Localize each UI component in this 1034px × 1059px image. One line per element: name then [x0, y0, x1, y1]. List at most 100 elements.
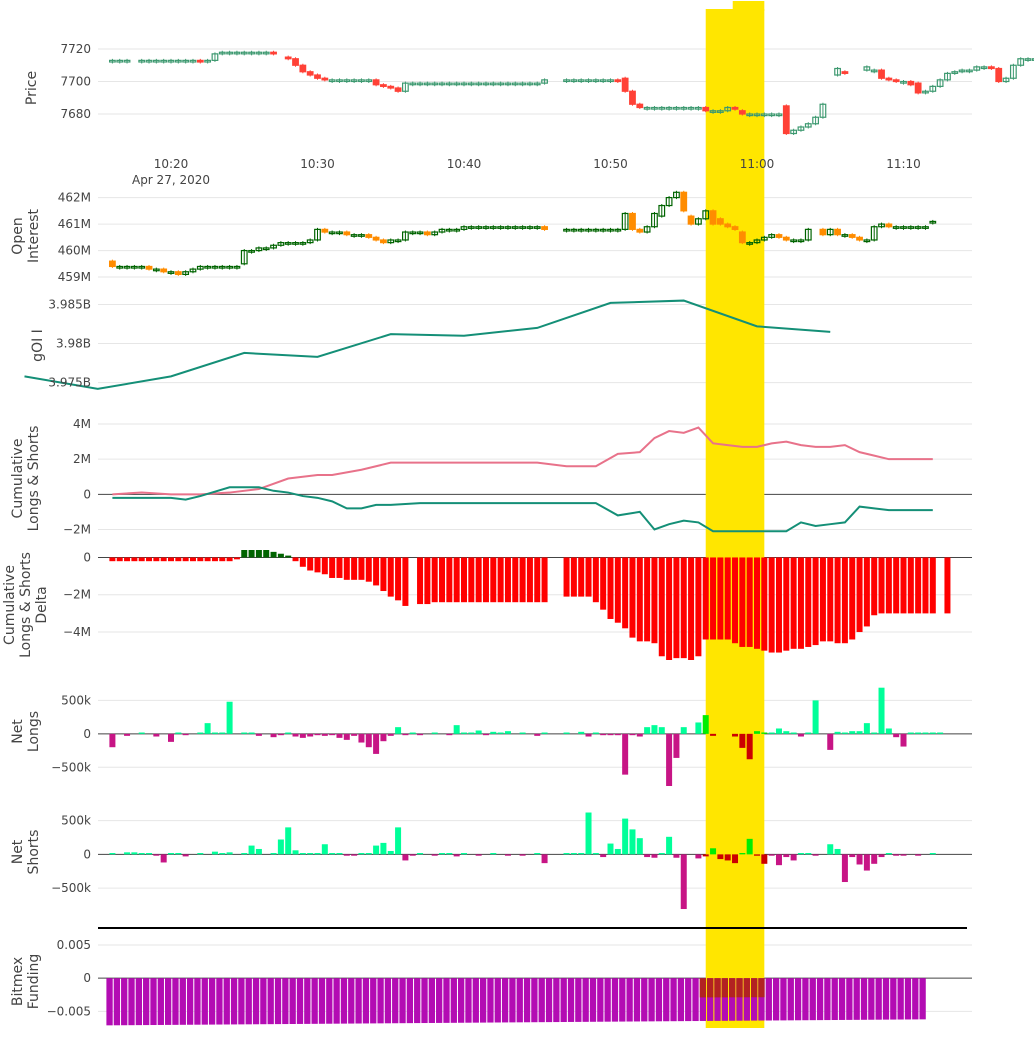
funding-bar [436, 978, 443, 1023]
bar-positive [592, 853, 599, 855]
bar-negative [724, 557, 731, 640]
bar-negative [944, 557, 951, 614]
y-tick-label: 459M [58, 270, 91, 284]
candle-up [233, 51, 241, 55]
funding-bar [501, 978, 509, 1023]
candle-up [174, 59, 182, 63]
candle-up [533, 82, 541, 86]
funding-bar [890, 978, 897, 1020]
funding-bar [157, 978, 164, 1025]
candle-up [651, 106, 658, 110]
candle-down [621, 77, 629, 92]
bar-positive [468, 732, 475, 734]
bar-positive [146, 853, 153, 855]
funding-bar [751, 978, 758, 1021]
candle-up [475, 82, 483, 86]
bar-negative [233, 557, 240, 560]
funding-bar [685, 978, 692, 1022]
bar-negative [336, 733, 343, 738]
candle-down [680, 191, 688, 212]
funding-bar [589, 978, 597, 1022]
bar-positive [592, 732, 599, 734]
candle-up [1002, 77, 1010, 83]
candle-down [108, 260, 116, 268]
funding-bar [816, 978, 824, 1021]
bar-negative [614, 557, 621, 623]
funding-bar [721, 978, 728, 1021]
bar-positive [841, 732, 848, 734]
bar-positive [431, 732, 438, 734]
bar-positive [197, 732, 204, 734]
bar-negative [402, 854, 409, 861]
candle-down [160, 268, 168, 273]
candle-down [907, 80, 915, 86]
candle-up [211, 53, 219, 61]
candle-up [336, 231, 343, 235]
funding-bar [223, 978, 230, 1025]
candle-up [204, 59, 212, 63]
bar-positive [578, 731, 585, 734]
candle-down [709, 210, 717, 225]
y-axis-title: Interest [26, 209, 42, 263]
y-axis-title: Net [10, 719, 26, 744]
candle-up [900, 226, 907, 229]
bar-negative [490, 557, 497, 603]
funding-bar [186, 978, 194, 1025]
candle-down [387, 85, 395, 89]
bar-negative [841, 557, 848, 644]
bar-positive [226, 852, 233, 855]
y-tick-label: 3.975B [48, 376, 91, 390]
candle-up [760, 113, 768, 117]
bar-negative [475, 854, 482, 856]
candle-up [599, 228, 607, 232]
candle-up [563, 79, 570, 83]
candle-up [863, 66, 871, 71]
candle-up [409, 231, 417, 235]
bar-negative [563, 557, 570, 597]
bar-negative [710, 733, 717, 736]
candle-down [885, 77, 893, 81]
bar-negative [204, 557, 211, 562]
y-tick-label: 460M [58, 244, 91, 258]
funding-bar [692, 978, 699, 1022]
bar-negative [387, 557, 394, 597]
bar-negative [351, 733, 358, 736]
funding-bar [340, 978, 348, 1024]
candle-up [270, 244, 277, 249]
funding-bar [560, 978, 567, 1023]
funding-bar [743, 978, 750, 1021]
candle-up [350, 234, 358, 237]
bar-positive [578, 853, 585, 855]
candle-up [914, 226, 922, 229]
bar-negative [461, 557, 467, 603]
funding-bar [912, 978, 919, 1020]
funding-bar [868, 978, 875, 1020]
bar-positive [658, 853, 665, 855]
bar-negative [629, 733, 636, 736]
bar-negative [695, 557, 702, 657]
candle-down [380, 84, 387, 87]
bar-positive [658, 727, 665, 734]
candle-up [314, 228, 321, 241]
candle-up [673, 106, 680, 110]
bar-negative [783, 854, 790, 858]
candle-up [255, 247, 263, 252]
funding-bar-highlight [707, 978, 714, 998]
bar-negative [417, 733, 424, 736]
candle-up [812, 116, 819, 125]
y-tick-label: 3.98B [56, 337, 91, 351]
candle-up [262, 51, 270, 55]
funding-bar-highlight [721, 978, 728, 998]
bar-negative [651, 557, 658, 644]
bar-negative [600, 733, 607, 736]
funding-bar [707, 978, 714, 1021]
bar-positive [585, 812, 592, 855]
bar-negative [819, 557, 826, 642]
bar-negative [373, 557, 380, 586]
bar-positive [211, 732, 218, 734]
funding-bar [370, 978, 377, 1024]
funding-bar [538, 978, 545, 1023]
bar-positive [922, 732, 929, 734]
bar-positive [255, 550, 262, 558]
